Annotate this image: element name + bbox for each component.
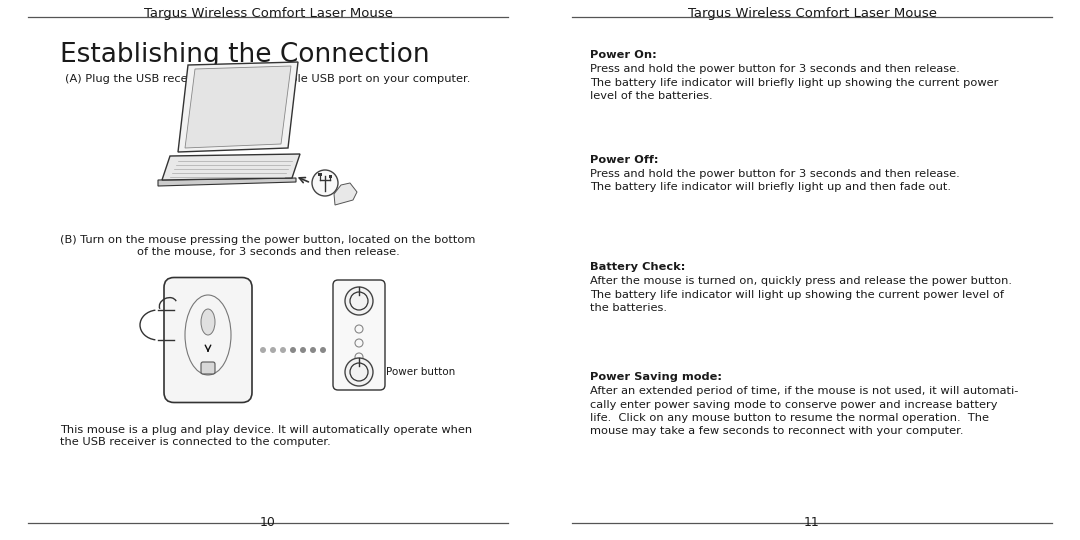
Text: life.  Click on any mouse button to resume the normal operation.  The: life. Click on any mouse button to resum… (590, 413, 989, 423)
Bar (318, 173, 322, 176)
Text: Establishing the Connection: Establishing the Connection (60, 42, 430, 68)
Polygon shape (334, 183, 357, 205)
Circle shape (310, 347, 316, 353)
Text: of the mouse, for 3 seconds and then release.: of the mouse, for 3 seconds and then rel… (137, 247, 400, 257)
Circle shape (300, 347, 306, 353)
Text: the USB receiver is connected to the computer.: the USB receiver is connected to the com… (60, 437, 330, 447)
Text: mouse may take a few seconds to reconnect with your computer.: mouse may take a few seconds to reconnec… (590, 427, 963, 436)
Circle shape (320, 347, 326, 353)
Text: Power On:: Power On: (590, 50, 657, 60)
Polygon shape (178, 62, 298, 152)
Text: (B) Turn on the mouse pressing the power button, located on the bottom: (B) Turn on the mouse pressing the power… (60, 235, 475, 245)
Text: After the mouse is turned on, quickly press and release the power button.: After the mouse is turned on, quickly pr… (590, 276, 1012, 286)
Circle shape (345, 287, 373, 315)
Text: Targus Wireless Comfort Laser Mouse: Targus Wireless Comfort Laser Mouse (144, 7, 392, 20)
Text: Power Off:: Power Off: (590, 155, 659, 165)
Text: Press and hold the power button for 3 seconds and then release.: Press and hold the power button for 3 se… (590, 169, 960, 179)
Polygon shape (158, 178, 296, 186)
Circle shape (270, 347, 276, 353)
Text: The battery life indicator will briefly light up showing the current power: The battery life indicator will briefly … (590, 78, 998, 87)
Text: cally enter power saving mode to conserve power and increase battery: cally enter power saving mode to conserv… (590, 400, 998, 409)
Text: Battery Check:: Battery Check: (590, 262, 686, 272)
Circle shape (312, 170, 338, 196)
Text: 10: 10 (260, 516, 275, 529)
FancyBboxPatch shape (333, 280, 384, 390)
Circle shape (260, 347, 266, 353)
Ellipse shape (201, 309, 215, 335)
Text: the batteries.: the batteries. (590, 303, 667, 313)
Text: After an extended period of time, if the mouse is not used, it will automati-: After an extended period of time, if the… (590, 386, 1018, 396)
Text: Targus Wireless Comfort Laser Mouse: Targus Wireless Comfort Laser Mouse (688, 7, 936, 20)
Circle shape (345, 358, 373, 386)
Text: Press and hold the power button for 3 seconds and then release.: Press and hold the power button for 3 se… (590, 64, 960, 74)
Text: The battery life indicator will light up showing the current power level of: The battery life indicator will light up… (590, 289, 1004, 300)
Text: Power button: Power button (386, 367, 456, 377)
Text: level of the batteries.: level of the batteries. (590, 91, 713, 101)
Text: The battery life indicator will briefly light up and then fade out.: The battery life indicator will briefly … (590, 183, 951, 192)
Bar (329, 175, 332, 178)
FancyBboxPatch shape (201, 362, 215, 374)
Circle shape (291, 347, 296, 353)
Text: Power Saving mode:: Power Saving mode: (590, 372, 723, 382)
Text: 11: 11 (805, 516, 820, 529)
Circle shape (280, 347, 286, 353)
Polygon shape (162, 154, 300, 180)
Text: This mouse is a plug and play device. It will automatically operate when: This mouse is a plug and play device. It… (60, 425, 472, 435)
Polygon shape (185, 66, 291, 148)
FancyBboxPatch shape (164, 278, 252, 402)
Text: (A) Plug the USB receiver into an available USB port on your computer.: (A) Plug the USB receiver into an availa… (65, 74, 471, 84)
